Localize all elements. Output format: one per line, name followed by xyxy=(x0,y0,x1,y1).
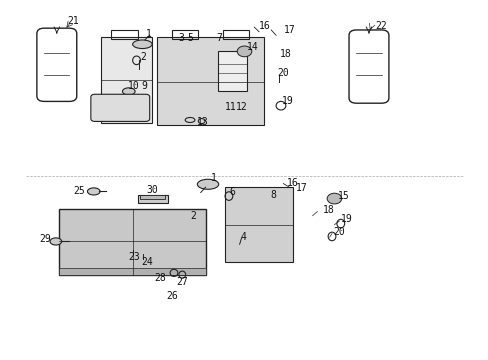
Text: 18: 18 xyxy=(323,205,334,215)
Bar xyxy=(140,195,165,199)
Text: 17: 17 xyxy=(283,25,295,35)
Bar xyxy=(171,30,198,39)
Text: 4: 4 xyxy=(240,232,246,242)
Text: 28: 28 xyxy=(154,273,165,283)
Text: 14: 14 xyxy=(246,42,258,52)
Text: 21: 21 xyxy=(67,16,79,26)
Text: 22: 22 xyxy=(375,21,386,31)
PathPatch shape xyxy=(101,37,152,123)
Text: 23: 23 xyxy=(128,252,140,262)
Text: 11: 11 xyxy=(224,102,236,112)
Text: 16: 16 xyxy=(259,21,270,31)
PathPatch shape xyxy=(224,187,292,262)
Text: 12: 12 xyxy=(236,102,247,112)
Bar xyxy=(59,268,205,275)
Text: 2: 2 xyxy=(190,211,196,221)
Text: 20: 20 xyxy=(277,68,288,78)
Bar xyxy=(217,51,246,91)
Ellipse shape xyxy=(50,238,61,245)
PathPatch shape xyxy=(157,37,264,125)
Text: 10: 10 xyxy=(127,81,139,91)
Ellipse shape xyxy=(237,46,251,57)
Ellipse shape xyxy=(87,188,100,195)
Text: 29: 29 xyxy=(39,234,51,244)
Text: 3: 3 xyxy=(178,33,183,43)
Ellipse shape xyxy=(326,193,341,204)
Text: 2: 2 xyxy=(140,52,145,62)
Text: 5: 5 xyxy=(187,33,193,43)
FancyBboxPatch shape xyxy=(91,94,149,121)
Text: 26: 26 xyxy=(166,291,178,301)
Text: 15: 15 xyxy=(337,191,349,201)
Text: 9: 9 xyxy=(141,81,147,91)
Text: 6: 6 xyxy=(228,187,234,197)
Text: 24: 24 xyxy=(141,257,153,267)
Bar xyxy=(111,30,137,39)
Ellipse shape xyxy=(197,179,218,189)
Text: 20: 20 xyxy=(332,227,344,237)
Text: 19: 19 xyxy=(340,214,352,224)
Text: 27: 27 xyxy=(176,277,188,287)
Text: 8: 8 xyxy=(270,190,276,201)
Ellipse shape xyxy=(132,40,152,49)
Text: 1: 1 xyxy=(210,173,216,183)
Text: 17: 17 xyxy=(295,183,306,193)
Text: 19: 19 xyxy=(281,96,293,107)
Text: 25: 25 xyxy=(73,186,85,196)
Text: 1: 1 xyxy=(145,29,151,39)
Text: 30: 30 xyxy=(146,185,158,195)
Ellipse shape xyxy=(122,88,135,95)
Text: 7: 7 xyxy=(216,33,222,43)
Text: 13: 13 xyxy=(197,117,208,127)
Text: 16: 16 xyxy=(287,178,299,188)
Text: 18: 18 xyxy=(279,49,291,59)
PathPatch shape xyxy=(59,208,205,275)
Bar xyxy=(222,30,249,39)
Bar xyxy=(137,195,167,203)
